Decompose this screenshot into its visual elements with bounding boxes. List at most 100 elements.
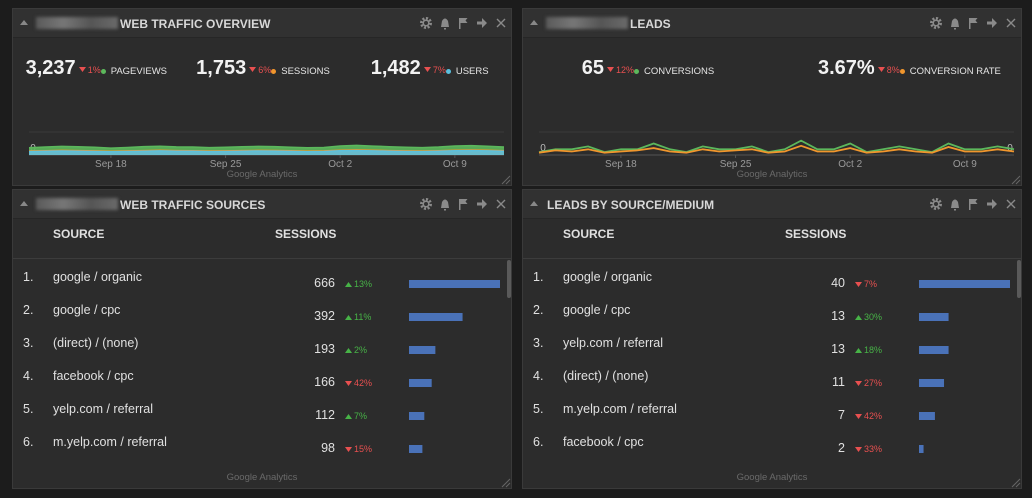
sessions: 112 — [315, 408, 335, 422]
panel-header: LEADS BY SOURCE/MEDIUM — [523, 190, 1021, 219]
annotation-icon[interactable] — [969, 199, 978, 210]
bar — [409, 445, 423, 453]
collapse-icon[interactable] — [530, 20, 538, 25]
x-tick-label: Oct 9 — [443, 159, 467, 170]
collapse-icon[interactable] — [20, 20, 28, 25]
metric-change: 7% — [423, 64, 446, 75]
annotation-icon[interactable] — [969, 18, 978, 29]
panel: LEADS 65 12% CONVERSIONS 3.67% 8% CONVERSION R… — [522, 8, 1022, 186]
metric-value: 65 — [581, 57, 604, 79]
collapse-icon[interactable] — [20, 201, 28, 206]
change-arrow — [345, 347, 352, 353]
alert-icon[interactable] — [441, 199, 449, 211]
panel-title: WEB TRAFFIC SOURCES — [120, 198, 266, 212]
triangle — [423, 67, 431, 72]
metric: 3.67% 8% CONVERSION RATE — [818, 57, 1001, 80]
source: yelp.com / referral — [563, 336, 664, 350]
label-text: PAGEVIEWS — [110, 66, 168, 77]
change-arrow — [345, 281, 352, 287]
close-icon[interactable] — [496, 199, 506, 209]
dot — [634, 69, 640, 74]
header-icons — [20, 17, 506, 30]
change-text: 8% — [886, 64, 900, 75]
close-icon[interactable] — [1006, 199, 1016, 209]
metric-row: 3.67% 8% — [818, 57, 900, 80]
close-icon[interactable] — [496, 18, 506, 28]
change: 30% — [855, 312, 882, 322]
triangle — [249, 67, 257, 72]
metric-change: 1% — [78, 64, 101, 75]
change-arrow — [78, 67, 86, 72]
header-icons — [20, 198, 506, 211]
close-icon[interactable] — [1006, 18, 1016, 28]
change: 11% — [345, 312, 371, 322]
triangle — [855, 347, 862, 353]
scrollbar-thumb[interactable] — [507, 260, 511, 298]
gear — [420, 198, 432, 210]
sessions: 13 — [831, 342, 845, 356]
source: (direct) / (none) — [563, 369, 649, 383]
source: facebook / cpc — [563, 435, 644, 449]
change: 42% — [345, 378, 372, 388]
triangle — [345, 446, 352, 452]
change-text: 18% — [864, 345, 883, 355]
resize-grip[interactable] — [1011, 478, 1021, 488]
triangle — [855, 446, 862, 452]
alert-icon[interactable] — [951, 199, 959, 211]
panel-header: LEADS — [523, 9, 1021, 38]
change-text: 13% — [354, 279, 373, 289]
settings-icon[interactable] — [930, 17, 942, 29]
label-text: SESSIONS — [281, 66, 330, 77]
sessions: 11 — [832, 375, 845, 389]
gear-hub — [422, 19, 430, 27]
annotation-icon[interactable] — [459, 199, 468, 210]
change-text: 1% — [87, 64, 101, 75]
x-tick-label: Oct 2 — [838, 159, 862, 170]
share-icon[interactable] — [477, 199, 487, 209]
source: facebook / cpc — [53, 369, 134, 383]
panel: WEB TRAFFIC OVERVIEW 3,237 1% PAGEVIEWS 1,75… — [12, 8, 512, 186]
settings-icon[interactable] — [930, 198, 942, 210]
dot — [899, 69, 905, 74]
x-tick-label: Oct 2 — [328, 159, 352, 170]
label-text: USERS — [455, 66, 489, 77]
share-icon[interactable] — [477, 18, 487, 28]
alert-icon[interactable] — [441, 18, 449, 30]
annotation-icon[interactable] — [459, 18, 468, 29]
bars — [409, 260, 511, 453]
header-icons — [530, 198, 1016, 211]
settings-icon[interactable] — [420, 17, 432, 29]
legend-dot — [271, 69, 277, 74]
grip-lines — [1011, 478, 1021, 488]
metric: 65 12% CONVERSIONS — [568, 57, 728, 80]
share-icon[interactable] — [987, 199, 997, 209]
panel-header: WEB TRAFFIC OVERVIEW — [13, 9, 511, 38]
change-text: 7% — [432, 64, 446, 75]
change-text: 33% — [864, 444, 883, 454]
header-icons — [530, 17, 1016, 30]
redacted-text — [546, 17, 628, 29]
settings-icon[interactable] — [420, 198, 432, 210]
panel: WEB TRAFFIC SOURCES SOURCE SESSIONS 1. googl… — [12, 189, 512, 489]
share-icon[interactable] — [987, 18, 997, 28]
source: google / organic — [53, 270, 142, 284]
alert-icon[interactable] — [951, 18, 959, 30]
resize-grip[interactable] — [501, 175, 511, 185]
change-arrow — [607, 67, 614, 72]
metric-value: 1,482 — [370, 57, 421, 79]
metric-row: 3,237 1% — [26, 57, 101, 80]
legend-dot — [100, 69, 106, 74]
scrollbar-thumb[interactable] — [1017, 260, 1021, 298]
collapse-icon[interactable] — [530, 201, 538, 206]
change-arrow — [345, 380, 352, 386]
bar — [409, 346, 436, 354]
resize-grip[interactable] — [1011, 175, 1021, 185]
metric-change: 12% — [607, 65, 634, 75]
panel-header: WEB TRAFFIC SOURCES — [13, 190, 511, 219]
resize-grip[interactable] — [501, 478, 511, 488]
triangle — [877, 67, 885, 72]
series-line — [538, 139, 1015, 154]
bar — [409, 313, 463, 321]
column-header: SOURCE — [563, 227, 615, 241]
